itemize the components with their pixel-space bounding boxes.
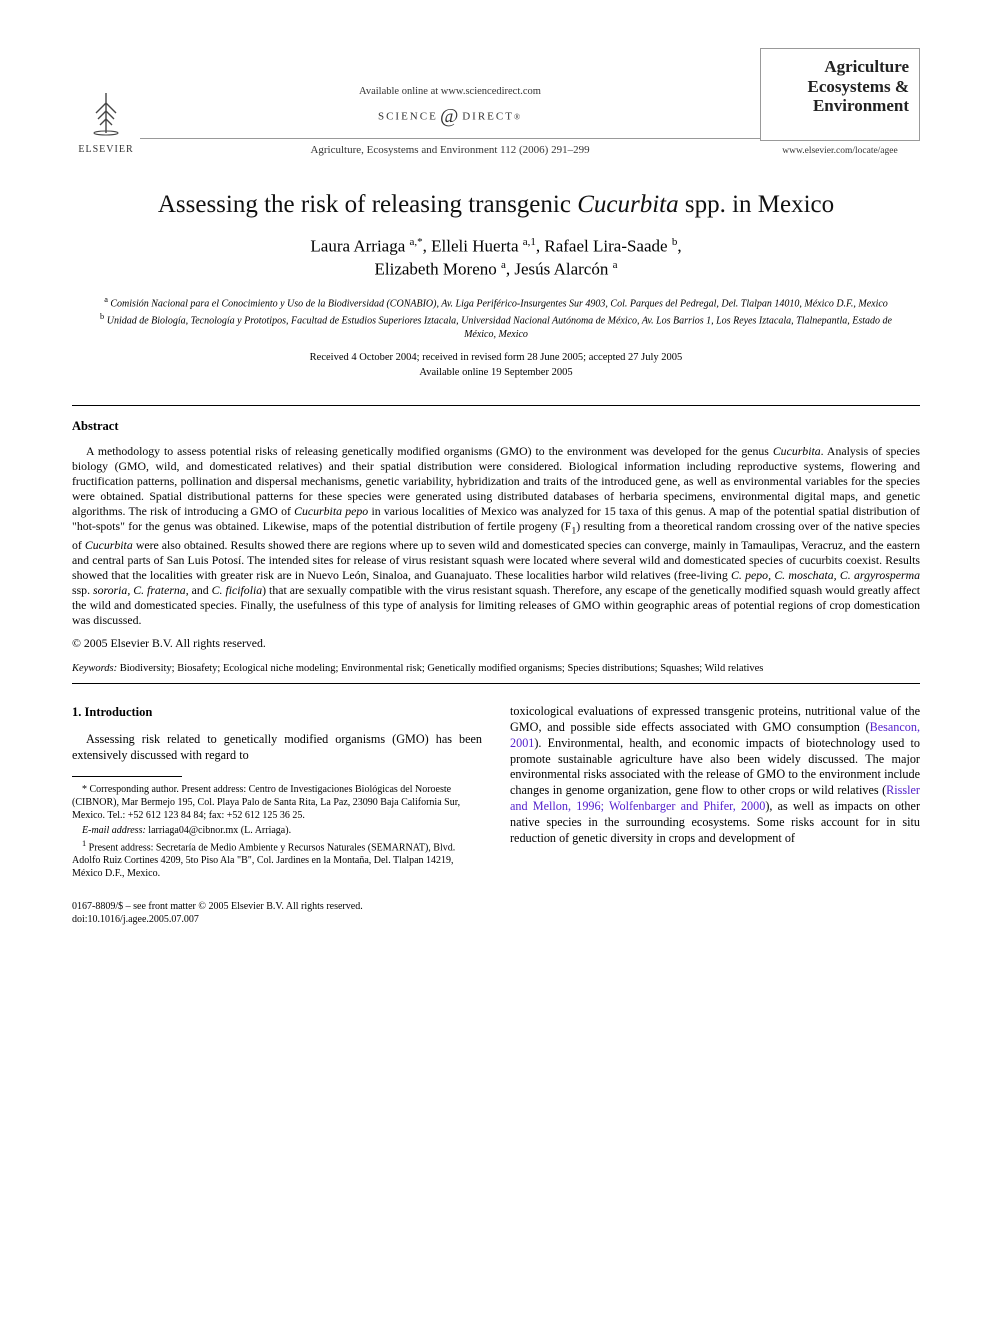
keywords-label: Keywords:: [72, 663, 117, 674]
keywords: Keywords: Biodiversity; Biosafety; Ecolo…: [72, 662, 920, 675]
online-date: Available online 19 September 2005: [419, 367, 572, 378]
footnote-1-text: Present address: Secretaría de Medio Amb…: [72, 842, 455, 879]
abstract-bottom-rule: [72, 683, 920, 684]
email-line: E-mail address: larriaga04@cibnor.mx (L.…: [72, 824, 482, 837]
sd-word2: DIRECT: [462, 110, 514, 122]
abstract-copyright: © 2005 Elsevier B.V. All rights reserved…: [72, 636, 920, 651]
doi-line: doi:10.1016/j.agee.2005.07.007: [72, 914, 199, 925]
email-address: larriaga04@cibnor.mx (L. Arriaga).: [148, 825, 291, 836]
intro-para-left: Assessing risk related to genetically mo…: [72, 732, 482, 764]
footnote-rule: [72, 776, 182, 777]
journal-title-line1: Agriculture: [824, 57, 909, 76]
sd-at-icon: @: [440, 105, 460, 127]
journal-url: www.elsevier.com/locate/agee: [760, 145, 920, 157]
right-pre: toxicological evaluations of expressed t…: [510, 704, 920, 734]
journal-title: Agriculture Ecosystems & Environment: [771, 57, 909, 116]
left-column: 1. Introduction Assessing risk related t…: [72, 704, 482, 882]
elsevier-text: ELSEVIER: [72, 144, 140, 157]
title-pre: Assessing the risk of releasing transgen…: [158, 191, 577, 218]
issn-line: 0167-8809/$ – see front matter © 2005 El…: [72, 901, 363, 912]
body-columns: 1. Introduction Assessing risk related t…: [72, 704, 920, 882]
abstract-top-rule: [72, 405, 920, 406]
journal-reference: Agriculture, Ecosystems and Environment …: [140, 143, 760, 157]
journal-cover-box: Agriculture Ecosystems & Environment: [760, 48, 920, 141]
footnotes: * Corresponding author. Present address:…: [72, 783, 482, 880]
email-label: E-mail address:: [82, 825, 146, 836]
received-date: Received 4 October 2004; received in rev…: [310, 352, 683, 363]
sciencedirect-logo: SCIENCE@DIRECT®: [140, 104, 760, 130]
abstract-body: A methodology to assess potential risks …: [72, 444, 920, 629]
right-column: toxicological evaluations of expressed t…: [510, 704, 920, 882]
intro-para-right: toxicological evaluations of expressed t…: [510, 704, 920, 847]
journal-title-line3: Environment: [813, 96, 909, 115]
corresponding-author-note: * Corresponding author. Present address:…: [72, 783, 482, 822]
abstract-label: Abstract: [72, 418, 920, 434]
available-online-text: Available online at www.sciencedirect.co…: [140, 85, 760, 98]
elsevier-logo: ELSEVIER: [72, 89, 140, 157]
journal-box-wrap: Agriculture Ecosystems & Environment www…: [760, 48, 920, 157]
article-title: Assessing the risk of releasing transgen…: [72, 189, 920, 221]
page-footer: 0167-8809/$ – see front matter © 2005 El…: [72, 900, 920, 926]
title-post: spp. in Mexico: [679, 191, 835, 218]
header-center: Available online at www.sciencedirect.co…: [140, 85, 760, 157]
affiliation-a: Comisión Nacional para el Conocimiento y…: [110, 298, 887, 309]
affiliation-b: Unidad de Biología, Tecnología y Prototi…: [107, 315, 892, 340]
sd-word1: SCIENCE: [378, 110, 438, 122]
footnote-1: 1 Present address: Secretaría de Medio A…: [72, 839, 482, 880]
authors: Laura Arriaga a,*, Elleli Huerta a,1, Ra…: [72, 235, 920, 282]
title-genus: Cucurbita: [577, 191, 678, 218]
elsevier-tree-icon: [72, 89, 140, 144]
section-1-heading: 1. Introduction: [72, 704, 482, 720]
article-header: ELSEVIER Available online at www.science…: [72, 48, 920, 157]
affiliations: a Comisión Nacional para el Conocimiento…: [72, 294, 920, 341]
article-dates: Received 4 October 2004; received in rev…: [72, 351, 920, 380]
right-mid: ). Environmental, health, and economic i…: [510, 736, 920, 798]
keywords-list: Biodiversity; Biosafety; Ecological nich…: [120, 663, 764, 674]
journal-title-line2: Ecosystems &: [807, 77, 909, 96]
